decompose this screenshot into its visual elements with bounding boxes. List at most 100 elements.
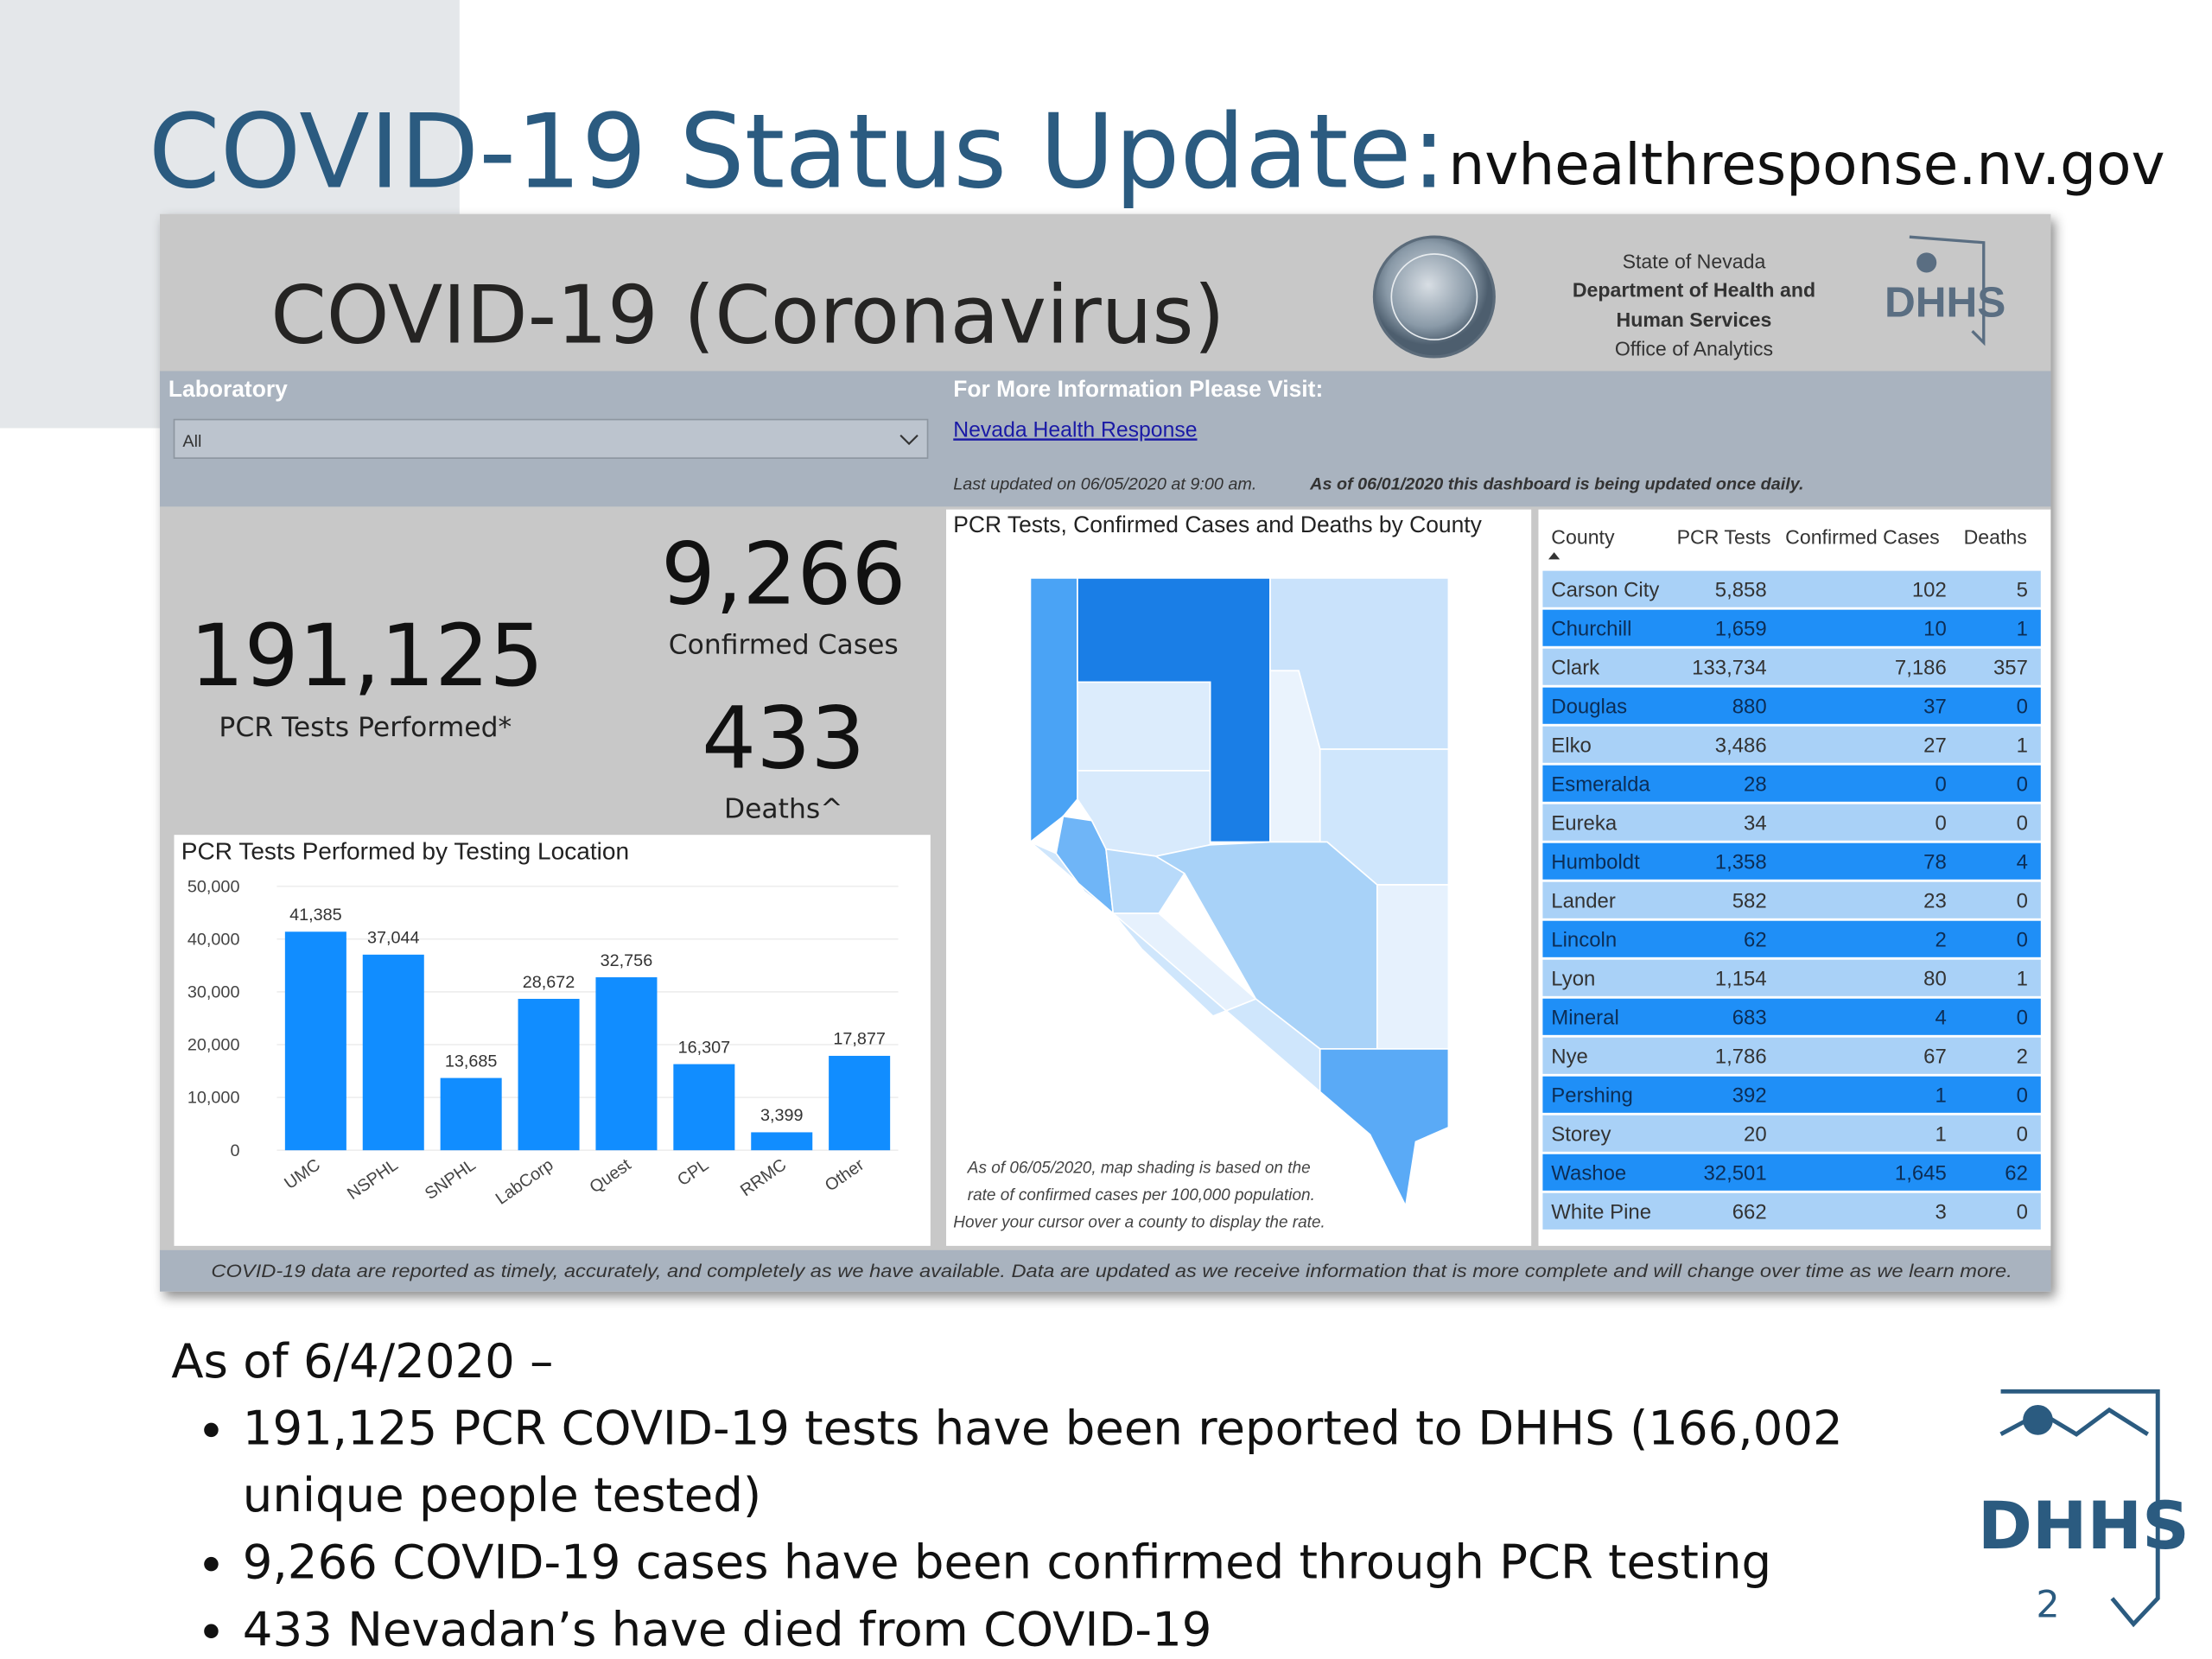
bar bbox=[829, 1055, 891, 1151]
table-cell: 0 bbox=[2017, 1084, 2028, 1107]
table-cell: 2 bbox=[2017, 1045, 2028, 1068]
table-cell: 78 bbox=[1923, 850, 1947, 874]
bar bbox=[362, 954, 424, 1151]
table-cell: 1,645 bbox=[1895, 1161, 1947, 1185]
table-row bbox=[1542, 1115, 2041, 1152]
slide-logo bbox=[1999, 1389, 2160, 1628]
footer-note: COVID-19 data are reported as timely, ac… bbox=[211, 1261, 2012, 1281]
bar bbox=[440, 1077, 502, 1151]
bar bbox=[673, 1064, 735, 1151]
table-cell: Churchill bbox=[1551, 617, 1631, 640]
bar bbox=[595, 977, 658, 1151]
table-cell: 0 bbox=[1935, 772, 1946, 796]
agency-line: Office of Analytics bbox=[1615, 337, 1773, 359]
map-note: As of 06/05/2020, map shading is based o… bbox=[967, 1160, 1311, 1178]
table-cell: 3,486 bbox=[1715, 734, 1767, 757]
bar bbox=[284, 931, 346, 1151]
update-notice: As of 06/01/2020 this dashboard is being… bbox=[1309, 475, 1803, 494]
y-tick-label: 50,000 bbox=[188, 877, 240, 896]
summary: As of 6/4/2020 – 191,125 PCR COVID-19 te… bbox=[171, 1327, 1969, 1658]
table-cell: 10 bbox=[1923, 617, 1947, 640]
table-cell: 0 bbox=[2017, 772, 2028, 796]
table-cell: 662 bbox=[1732, 1200, 1767, 1224]
table-cell: Storey bbox=[1551, 1122, 1611, 1146]
table-cell: 5,858 bbox=[1715, 578, 1767, 601]
table-cell: Douglas bbox=[1551, 695, 1627, 718]
summary-list: 191,125 PCR COVID-19 tests have been rep… bbox=[171, 1395, 1969, 1659]
table-cell: Mineral bbox=[1551, 1006, 1619, 1029]
table-cell: 1 bbox=[2017, 617, 2028, 640]
info-link[interactable]: Nevada Health Response bbox=[953, 418, 1197, 442]
table-row bbox=[1542, 765, 2041, 802]
table-cell: 1,154 bbox=[1715, 967, 1767, 990]
slide-logo-text: DHHS bbox=[1978, 1487, 2190, 1564]
table-cell: 80 bbox=[1923, 967, 1947, 990]
dropdown-arrow bbox=[899, 434, 918, 446]
value-label: 32,756 bbox=[601, 951, 653, 970]
value-label: 37,044 bbox=[367, 929, 420, 948]
sort-arrow bbox=[1548, 552, 1560, 560]
info-heading: For More Information Please Visit: bbox=[953, 376, 1323, 402]
nevada-map bbox=[1029, 577, 1450, 1209]
table-cell: Washoe bbox=[1551, 1161, 1626, 1185]
table-row bbox=[1542, 609, 2041, 646]
table-cell: 20 bbox=[1744, 1122, 1767, 1146]
summary-bullet: 191,125 PCR COVID-19 tests have been rep… bbox=[243, 1395, 1969, 1529]
table-cell: 0 bbox=[2017, 928, 2028, 951]
kpi-value: 191,125 bbox=[190, 607, 544, 706]
county-shape[interactable] bbox=[1319, 1048, 1450, 1209]
table-row bbox=[1542, 1076, 2041, 1113]
table-cell: 32,501 bbox=[1703, 1161, 1766, 1185]
chart-title: PCR Tests Performed by Testing Location bbox=[181, 837, 629, 864]
table-cell: 2 bbox=[1935, 928, 1946, 951]
table-header: Deaths bbox=[1964, 525, 2027, 548]
value-label: 17,877 bbox=[833, 1030, 886, 1049]
table-cell: White Pine bbox=[1551, 1200, 1651, 1224]
county-shape[interactable] bbox=[1376, 884, 1450, 1050]
kpi-value: 433 bbox=[702, 690, 865, 789]
table-cell: Esmeralda bbox=[1551, 772, 1650, 796]
table-cell: 133,734 bbox=[1692, 656, 1767, 679]
table-cell: 582 bbox=[1732, 889, 1767, 912]
footer-band bbox=[159, 1249, 2051, 1292]
slide-url: nvhealthresponse.nv.gov bbox=[1448, 131, 2164, 198]
table-cell: 102 bbox=[1912, 578, 1947, 601]
value-label: 16,307 bbox=[678, 1038, 731, 1057]
page-number: 2 bbox=[2036, 1583, 2059, 1626]
county-shape[interactable] bbox=[1029, 577, 1078, 844]
y-tick-label: 30,000 bbox=[188, 982, 240, 1001]
bar bbox=[751, 1132, 813, 1151]
table-cell: 0 bbox=[2017, 1200, 2028, 1224]
table-header: Confirmed Cases bbox=[1785, 525, 1940, 548]
table-row bbox=[1542, 1154, 2041, 1191]
table-cell: 1,358 bbox=[1715, 850, 1767, 874]
table-row bbox=[1542, 881, 2041, 918]
kpi-value: 9,266 bbox=[661, 525, 906, 625]
value-label: 41,385 bbox=[289, 906, 342, 925]
summary-heading: As of 6/4/2020 – bbox=[171, 1332, 554, 1389]
table-row bbox=[1542, 648, 2041, 685]
agency-line: State of Nevada bbox=[1623, 251, 1766, 273]
table-cell: Elko bbox=[1551, 734, 1592, 757]
table-cell: 0 bbox=[1935, 811, 1946, 835]
table-row bbox=[1542, 998, 2041, 1035]
county-shape[interactable] bbox=[1077, 681, 1211, 772]
table-cell: 1 bbox=[1935, 1122, 1946, 1146]
table-cell: Nye bbox=[1551, 1045, 1588, 1068]
table-cell: 1 bbox=[1935, 1084, 1946, 1107]
table-cell: 3 bbox=[1935, 1200, 1946, 1224]
table-cell: 357 bbox=[1993, 656, 2028, 679]
table-cell: 27 bbox=[1923, 734, 1947, 757]
table-cell: 0 bbox=[2017, 1006, 2028, 1029]
table-cell: 0 bbox=[2017, 695, 2028, 718]
y-tick-label: 40,000 bbox=[188, 930, 240, 949]
state-seal bbox=[1372, 235, 1496, 359]
county-shape[interactable] bbox=[1105, 848, 1185, 914]
summary-text: As of 6/4/2020 – 191,125 PCR COVID-19 te… bbox=[171, 1327, 1969, 1658]
table-cell: 4 bbox=[1935, 1006, 1946, 1029]
agency-line: Department of Health and bbox=[1573, 279, 1815, 302]
dropdown[interactable] bbox=[173, 418, 929, 459]
filter-label: Laboratory bbox=[168, 376, 288, 402]
table-cell: 0 bbox=[2017, 811, 2028, 835]
